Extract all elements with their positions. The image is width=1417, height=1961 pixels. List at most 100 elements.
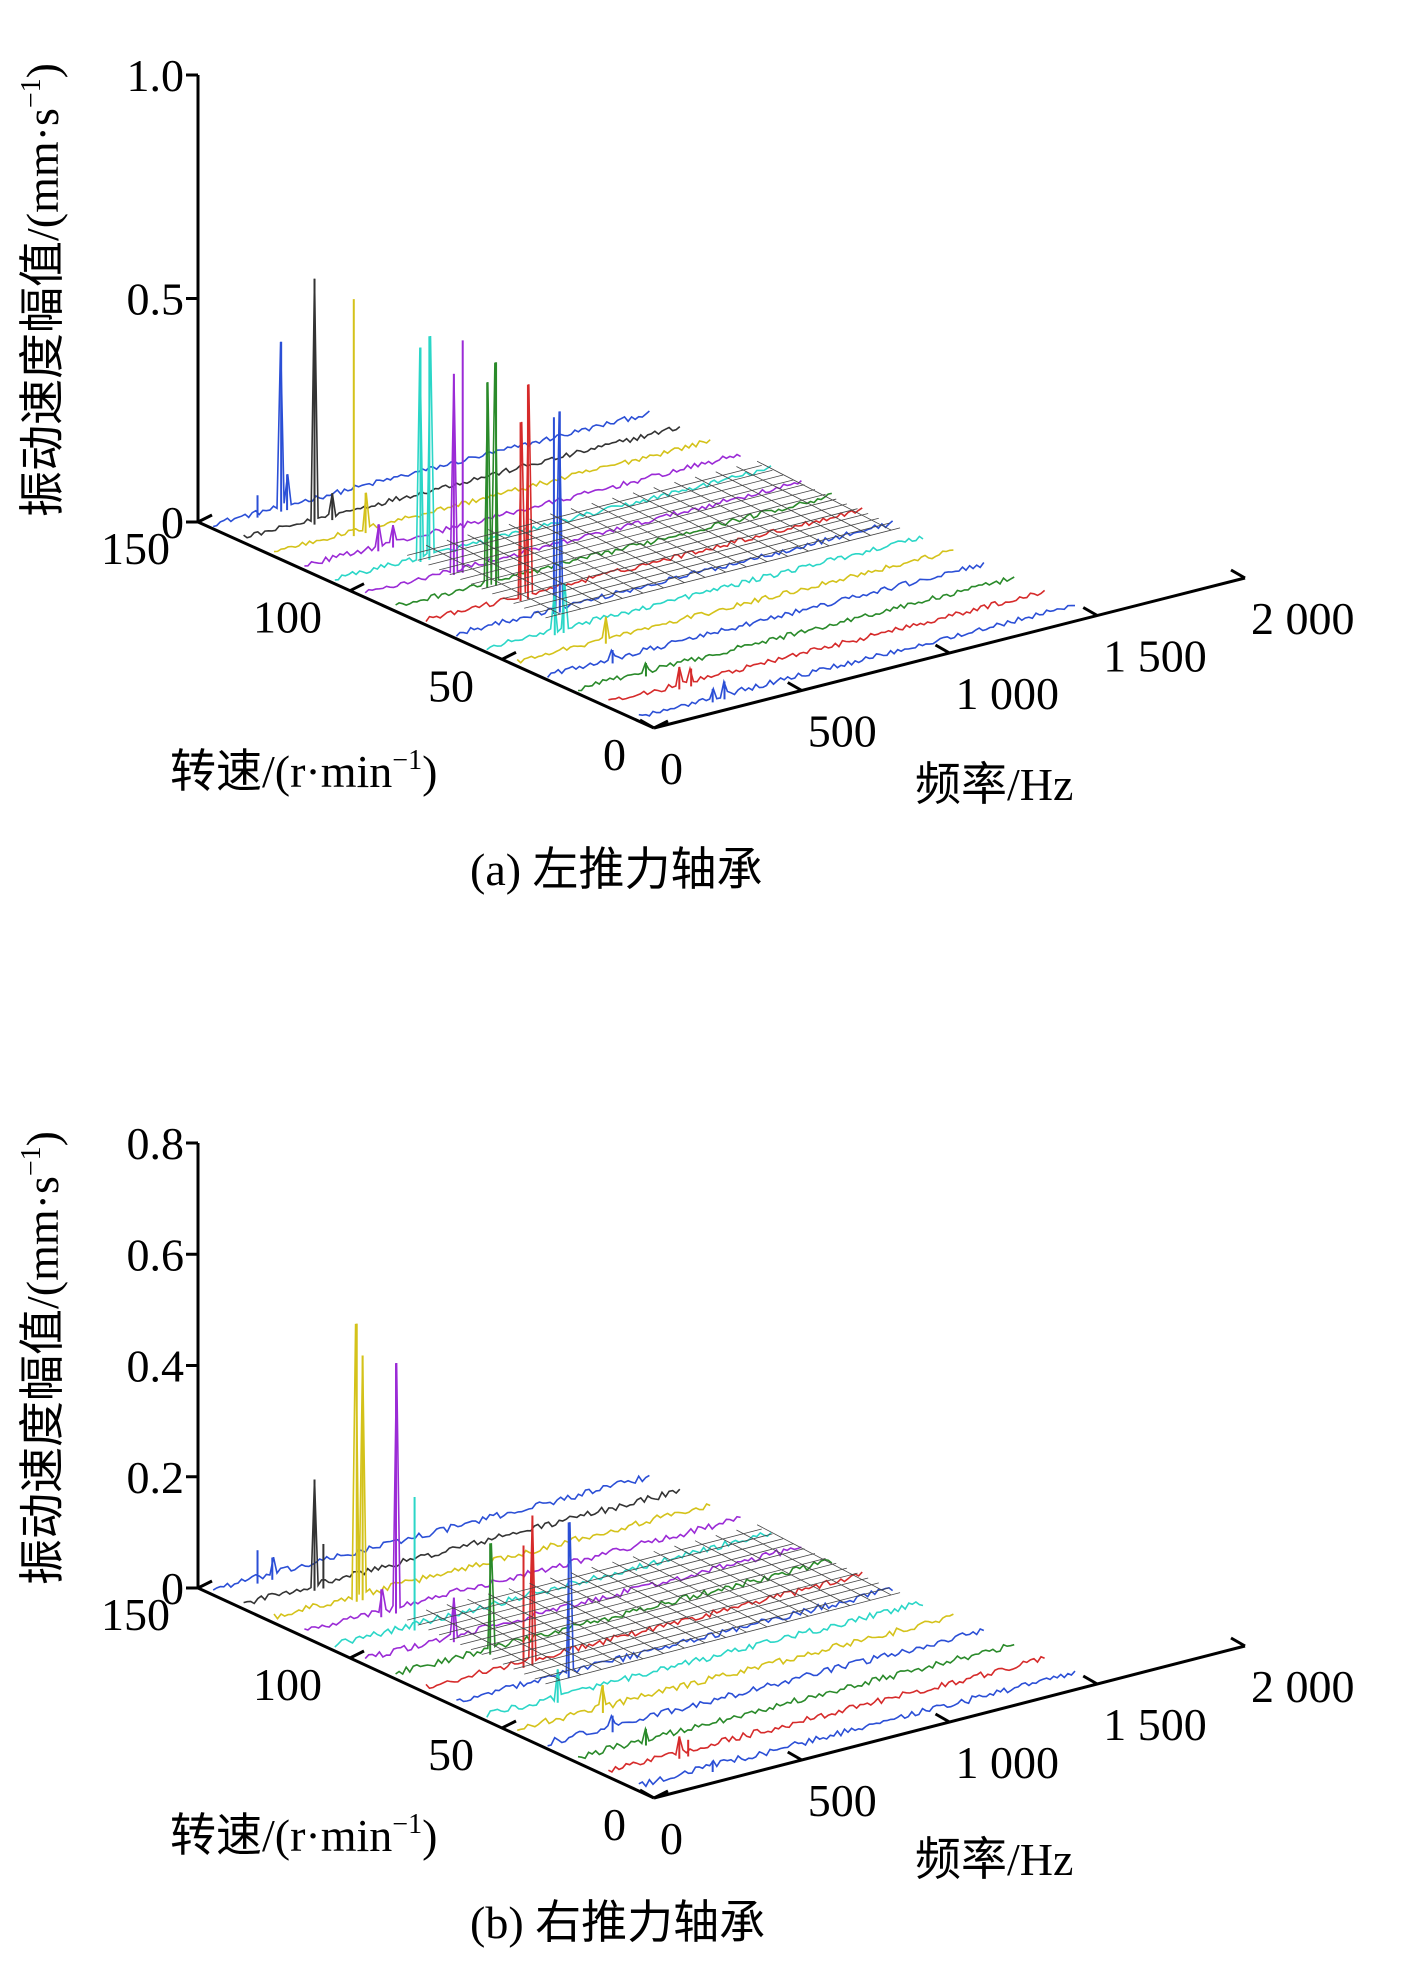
spectrum-line	[425, 1515, 863, 1690]
speed-tick-label: 150	[101, 1589, 170, 1640]
spectrum-line	[547, 1628, 985, 1747]
hatch-line	[570, 508, 706, 578]
hatch-line	[529, 518, 664, 589]
freq-axis-title: 频率/Hz	[915, 1834, 1073, 1885]
freq-tick	[639, 1788, 655, 1800]
hatch-line	[545, 527, 901, 619]
hatch-line	[425, 1609, 561, 1681]
spectrum-line	[334, 335, 772, 581]
chart-caption: (a) 左推力轴承	[470, 844, 763, 895]
hatch-line	[550, 513, 685, 584]
hatch-line	[529, 1582, 664, 1654]
hatch-line	[446, 539, 582, 610]
spectrum-line	[425, 384, 863, 623]
hatch-line	[736, 466, 871, 536]
hatch-line	[632, 492, 768, 563]
hatch-line	[446, 1604, 582, 1676]
chart-panel-b: 0 0.2 0.4 0.6 0.8 0 50 100 150 0 500 1 000 1 500 2 00…	[0, 1048, 1417, 1961]
freq-tick	[787, 1750, 803, 1762]
speed-tick	[197, 513, 213, 524]
hatch-line	[756, 1524, 892, 1596]
hatch-line	[428, 1538, 784, 1631]
hatch-line	[502, 1572, 858, 1665]
z-tick-label: 0.2	[127, 1452, 185, 1503]
hatch-line	[508, 523, 644, 594]
hatch-line	[632, 1556, 768, 1628]
z-tick-label: 0	[161, 1563, 184, 1614]
spectrum-series	[608, 589, 1046, 701]
spectrum-series	[638, 604, 1076, 717]
spectrum-line	[608, 589, 1046, 701]
spectrum-line	[516, 549, 954, 664]
freq-tick	[1082, 606, 1098, 617]
hatch-line	[591, 502, 726, 573]
dense-crosshatch-band	[407, 1524, 901, 1685]
spectrum-line	[213, 341, 650, 528]
spectrum-series	[212, 1474, 650, 1591]
spectrum-series	[547, 1628, 985, 1747]
hatch-line	[653, 1550, 788, 1622]
hatch-line	[467, 534, 602, 605]
spectrum-series	[243, 1479, 681, 1605]
spectrum-series	[577, 576, 1015, 692]
hatch-line	[488, 529, 623, 599]
speed-tick	[653, 1789, 669, 1800]
spectrum-line	[577, 576, 1015, 692]
spectrum-line	[304, 453, 741, 567]
hatch-line	[612, 497, 747, 568]
freq-tick	[934, 643, 951, 655]
hatch-line	[470, 493, 826, 585]
freq-tick-label: 2 000	[1251, 1661, 1355, 1712]
hatch-line	[407, 465, 762, 556]
spectrum-series	[213, 341, 650, 528]
hatch-line	[591, 1566, 726, 1638]
spectrum-line	[455, 411, 894, 637]
freq-tick-label: 2 000	[1251, 593, 1355, 644]
freq-tick	[1230, 568, 1246, 580]
spectrum-line	[364, 373, 802, 594]
hatch-line	[513, 513, 869, 604]
speed-tick-label: 100	[253, 592, 322, 643]
freq-tick-label: 500	[808, 1775, 877, 1826]
z-tick-label: 0.8	[127, 1118, 185, 1169]
hatch-line	[612, 1561, 747, 1633]
dense-crosshatch-band	[407, 460, 901, 619]
chart-panel-a: 0 0.5 1.0 0 50 100 150 0 500 1 000 1 500 2 000 振动速度幅…	[0, 0, 1417, 980]
hatch-line	[545, 1592, 901, 1685]
speed-tick-label: 0	[603, 1799, 626, 1850]
hatch-line	[488, 1593, 623, 1665]
z-tick-label: 0.6	[127, 1229, 185, 1280]
spectrum-series	[243, 278, 681, 539]
hatch-line	[449, 484, 805, 576]
spectrum-line	[546, 562, 985, 678]
hatch-line	[674, 481, 809, 552]
hatch-line	[570, 1572, 706, 1644]
freq-tick-label: 1 000	[956, 1737, 1060, 1788]
speed-tick-label: 50	[428, 660, 474, 711]
hatch-line	[460, 489, 816, 580]
hatch-line	[524, 1582, 879, 1675]
spectrum-series	[577, 1643, 1015, 1760]
spectrum-series	[638, 1670, 1076, 1788]
hatch-line	[715, 471, 851, 542]
spectrum-series	[304, 453, 741, 567]
hatch-line	[438, 1543, 794, 1636]
speed-tick-label: 100	[253, 1659, 322, 1710]
z-tick-label: 0.5	[127, 274, 185, 325]
spectrum-line	[516, 1613, 954, 1732]
spectrum-line	[334, 1531, 772, 1648]
spectrum-line	[212, 1474, 650, 1591]
hatch-line	[460, 1553, 816, 1646]
speed-axis-line	[197, 1586, 655, 1800]
freq-tick	[1082, 1674, 1098, 1686]
z-tick-label: 1.0	[127, 50, 185, 101]
hatch-line	[467, 1598, 602, 1670]
z-tick-label: 0	[161, 497, 184, 548]
speed-tick-label: 50	[428, 1729, 474, 1780]
spectrum-line	[638, 1670, 1076, 1788]
hatch-line	[428, 474, 784, 566]
hatch-line	[534, 522, 890, 614]
speed-tick	[501, 650, 517, 661]
spectrum-series	[334, 1496, 772, 1648]
